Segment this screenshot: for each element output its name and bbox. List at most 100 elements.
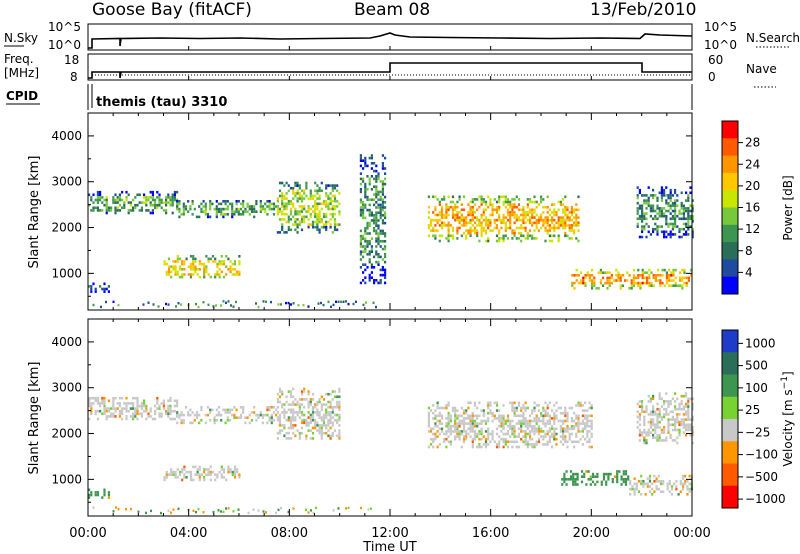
scatter-cell bbox=[524, 226, 527, 230]
scatter-cell bbox=[136, 417, 139, 421]
scatter-cell bbox=[281, 411, 284, 414]
scatter-cell bbox=[582, 276, 585, 280]
scatter-cell bbox=[451, 205, 455, 209]
scatter-cell bbox=[373, 266, 376, 269]
scatter-cell bbox=[145, 409, 148, 413]
scatter-cell bbox=[384, 216, 387, 220]
scatter-cell bbox=[540, 411, 543, 415]
scatter-cell bbox=[225, 255, 228, 258]
scatter-cell bbox=[121, 206, 124, 210]
scatter-cell bbox=[665, 220, 668, 223]
scatter-cell bbox=[570, 237, 573, 240]
scatter-cell bbox=[203, 275, 206, 279]
scatter-cell bbox=[487, 406, 490, 410]
scatter-cell bbox=[679, 279, 682, 282]
scatter-cell bbox=[687, 233, 690, 236]
scatter-cell bbox=[132, 396, 135, 400]
scatter-cell bbox=[469, 417, 472, 420]
scatter-cell bbox=[484, 229, 488, 232]
scatter-cell bbox=[125, 417, 128, 421]
scatter-cell bbox=[570, 432, 573, 436]
scatter-cell bbox=[103, 491, 106, 494]
scatter-cell bbox=[292, 413, 295, 417]
scatter-cell bbox=[311, 411, 315, 414]
scatter-cell bbox=[524, 417, 527, 420]
scatter-cell bbox=[311, 220, 315, 224]
scatter-cell bbox=[198, 468, 201, 471]
scatter-cell bbox=[336, 199, 339, 203]
scatter-cell bbox=[298, 184, 301, 187]
scatter-cell bbox=[517, 203, 521, 206]
scatter-cell bbox=[225, 507, 227, 510]
scatter-cell bbox=[163, 262, 166, 266]
scatter-cell bbox=[584, 424, 587, 428]
scatter-cell bbox=[145, 417, 148, 421]
scatter-cell bbox=[125, 407, 128, 410]
scatter-cell bbox=[495, 218, 499, 222]
scatter-cell bbox=[513, 440, 516, 444]
scatter-cell bbox=[170, 473, 173, 476]
scatter-cell bbox=[502, 414, 505, 418]
scatter-cell bbox=[156, 396, 159, 400]
scatter-cell bbox=[287, 199, 290, 203]
scatter-cell bbox=[370, 219, 373, 222]
scatter-cell bbox=[325, 392, 328, 396]
scatter-cell bbox=[318, 202, 321, 206]
scatter-cell bbox=[209, 465, 212, 469]
scatter-cell bbox=[471, 424, 474, 428]
scatter-cell bbox=[462, 218, 466, 222]
scatter-cell bbox=[307, 305, 310, 308]
time-tick-label: 04:00 bbox=[170, 526, 207, 541]
scatter-cell bbox=[158, 198, 161, 202]
scatter-cell bbox=[622, 470, 625, 473]
scatter-cell bbox=[292, 395, 295, 399]
scatter-cell bbox=[114, 206, 117, 210]
scatter-cell bbox=[572, 475, 575, 478]
scatter-cell bbox=[381, 208, 384, 212]
scatter-cell bbox=[114, 198, 117, 202]
scatter-cell bbox=[586, 435, 589, 438]
scatter-cell bbox=[482, 198, 485, 201]
scatter-cell bbox=[660, 230, 663, 234]
scatter-cell bbox=[134, 407, 137, 410]
scatter-cell bbox=[630, 287, 633, 290]
scatter-cell bbox=[287, 225, 290, 229]
scatter-cell bbox=[570, 440, 573, 444]
scatter-cell bbox=[551, 432, 554, 436]
scatter-cell bbox=[377, 227, 380, 230]
scatter-cell bbox=[238, 270, 241, 274]
scatter-cell bbox=[215, 200, 218, 203]
scatter-cell bbox=[204, 421, 207, 425]
scatter-cell bbox=[158, 196, 161, 199]
scatter-cell bbox=[183, 260, 186, 263]
scatter-cell bbox=[511, 440, 514, 444]
scatter-cell bbox=[103, 198, 106, 202]
scatter-cell bbox=[366, 208, 369, 212]
scatter-cell bbox=[676, 420, 679, 424]
scatter-cell bbox=[296, 184, 299, 187]
scatter-cell bbox=[660, 188, 663, 192]
scatter-cell bbox=[522, 205, 525, 209]
scatter-cell bbox=[170, 275, 173, 279]
scatter-cell bbox=[573, 224, 576, 227]
scatter-cell bbox=[517, 401, 521, 405]
scatter-cell bbox=[506, 213, 510, 217]
scatter-cell bbox=[658, 392, 661, 395]
scatter-cell bbox=[184, 205, 188, 208]
scatter-cell bbox=[316, 225, 319, 229]
scatter-cell bbox=[362, 180, 365, 183]
scatter-cell bbox=[639, 284, 642, 287]
scatter-cell bbox=[436, 430, 439, 433]
scatter-cell bbox=[462, 221, 466, 225]
scatter-cell bbox=[440, 216, 444, 219]
scatter-cell bbox=[559, 216, 562, 219]
scatter-cell bbox=[191, 200, 194, 203]
scatter-cell bbox=[384, 247, 387, 251]
scatter-cell bbox=[140, 201, 143, 204]
scatter-cell bbox=[170, 265, 173, 268]
power-y-tick-label: 4000 bbox=[51, 129, 82, 143]
scatter-cell bbox=[498, 231, 501, 235]
scatter-cell bbox=[239, 207, 243, 211]
scatter-cell bbox=[427, 205, 430, 209]
scatter-cell bbox=[513, 205, 516, 209]
